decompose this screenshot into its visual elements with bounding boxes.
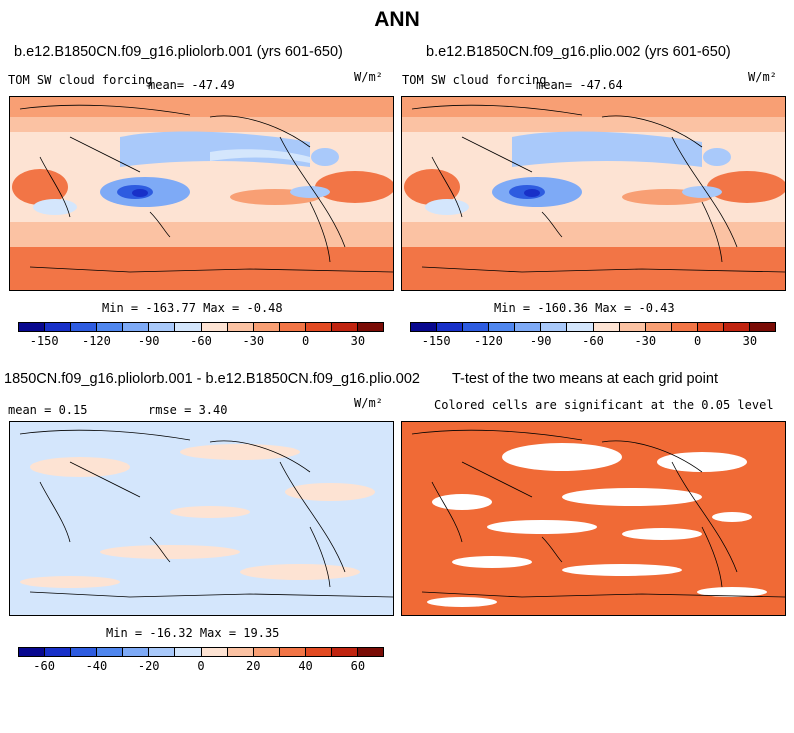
colorbar-segment: [19, 323, 46, 331]
panel3-colorbar-ticks: -60 -40 -20 0 20 40 60: [18, 659, 384, 675]
panel1-units: W/m²: [354, 70, 383, 84]
colorbar-tick-label: 30: [742, 334, 758, 348]
panel4-nonsignificant-areas: [427, 443, 767, 607]
colorbar-tick-label: -60: [33, 659, 55, 673]
colorbar-segment: [279, 323, 306, 331]
colorbar-segment: [123, 648, 150, 656]
colorbar-segment: [331, 648, 359, 656]
colorbar-segment: [358, 648, 384, 656]
colorbar-tick-label: 40: [298, 659, 313, 673]
panel3-title: 1850CN.f09_g16.pliolorb.001 - b.e12.B185…: [4, 371, 420, 387]
panel3-colorbar: [18, 647, 384, 657]
colorbar-segment: [45, 323, 72, 331]
colorbar-tick-label: -150: [421, 334, 451, 348]
colorbar-tick-label: -90: [137, 334, 160, 348]
colorbar-tick-label: -120: [473, 334, 503, 348]
panel2-field: [402, 97, 785, 290]
panel2-minmax: Min = -160.36 Max = -0.43: [494, 301, 675, 315]
colorbar-segment: [19, 648, 46, 656]
panel4-title: T-test of the two means at each grid poi…: [452, 371, 718, 387]
colorbar-segment: [201, 323, 228, 331]
colorbar-segment: [331, 323, 359, 331]
colorbar-segment: [411, 323, 438, 331]
colorbar-segment: [71, 648, 98, 656]
colorbar-segment: [123, 323, 150, 331]
colorbar-tick-label: 20: [246, 659, 261, 673]
colorbar-segment: [279, 648, 306, 656]
colorbar-segment: [723, 323, 751, 331]
colorbar-segment: [149, 323, 176, 331]
colorbar-tick-label: -40: [85, 659, 108, 673]
panel3-minmax: Min = -16.32 Max = 19.35: [106, 626, 280, 640]
colorbar-segment: [97, 648, 124, 656]
panel3-field: [10, 422, 393, 615]
colorbar-tick-label: 0: [301, 334, 310, 348]
colorbar-segment: [645, 323, 672, 331]
colorbar-segment: [593, 323, 620, 331]
panel1-variable: TOM SW cloud forcing: [8, 73, 153, 87]
panel2-colorbar: [410, 322, 776, 332]
colorbar-tick-label: -60: [582, 334, 604, 348]
panel2-variable: TOM SW cloud forcing: [402, 73, 547, 87]
panel1-minmax: Min = -163.77 Max = -0.48: [102, 301, 283, 315]
colorbar-segment: [175, 648, 202, 656]
colorbar-segment: [227, 323, 254, 331]
colorbar-tick-label: 0: [197, 659, 205, 673]
colorbar-segment: [97, 323, 124, 331]
panel2-map: [401, 96, 786, 291]
colorbar-segment: [253, 323, 280, 331]
colorbar-segment: [697, 323, 724, 331]
panel1-field: [10, 97, 393, 290]
panel4-subtitle: Colored cells are significant at the 0.0…: [434, 398, 774, 412]
colorbar-tick-label: -30: [634, 334, 657, 348]
colorbar-segment: [71, 323, 98, 331]
panel3-mean: mean = 0.15: [8, 403, 88, 417]
figure-title: ANN: [374, 8, 420, 31]
panel3-units: W/m²: [354, 396, 383, 410]
colorbar-segment: [463, 323, 490, 331]
colorbar-segment: [619, 323, 646, 331]
colorbar-segment: [750, 323, 776, 331]
panel2-colorbar-ticks: -150 -120 -90 -60 -30 0 30: [410, 334, 776, 350]
colorbar-segment: [358, 323, 384, 331]
colorbar-segment: [567, 323, 594, 331]
panel1-mean: mean= -47.49: [148, 78, 235, 92]
panel3-rmse: rmse = 3.40: [148, 403, 228, 417]
colorbar-segment: [305, 648, 332, 656]
panel1-map: [9, 96, 394, 291]
colorbar-tick-label: -60: [190, 334, 212, 348]
panel1-title: b.e12.B1850CN.f09_g16.pliolorb.001 (yrs …: [14, 44, 343, 60]
colorbar-segment: [541, 323, 568, 331]
colorbar-tick-label: -120: [81, 334, 111, 348]
colorbar-segment: [671, 323, 698, 331]
colorbar-tick-label: 30: [350, 334, 366, 348]
colorbar-segment: [149, 648, 176, 656]
colorbar-segment: [515, 323, 542, 331]
panel2-mean: mean= -47.64: [536, 78, 623, 92]
panel3-map: [9, 421, 394, 616]
colorbar-segment: [201, 648, 228, 656]
colorbar-segment: [305, 323, 332, 331]
panel1-colorbar: [18, 322, 384, 332]
colorbar-segment: [489, 323, 516, 331]
colorbar-tick-label: -90: [529, 334, 552, 348]
panel4-map: [401, 421, 786, 616]
colorbar-tick-label: -30: [242, 334, 265, 348]
colorbar-segment: [227, 648, 254, 656]
colorbar-segment: [253, 648, 280, 656]
panel1-colorbar-ticks: -150 -120 -90 -60 -30 0 30: [18, 334, 384, 350]
colorbar-segment: [437, 323, 464, 331]
colorbar-tick-label: 0: [693, 334, 702, 348]
colorbar-tick-label: -20: [137, 659, 160, 673]
panel4-field: [402, 422, 785, 615]
colorbar-tick-label: 60: [350, 659, 366, 673]
colorbar-tick-label: -150: [29, 334, 59, 348]
panel2-units: W/m²: [748, 70, 777, 84]
colorbar-segment: [45, 648, 72, 656]
panel2-title: b.e12.B1850CN.f09_g16.plio.002 (yrs 601-…: [426, 44, 731, 60]
colorbar-segment: [175, 323, 202, 331]
